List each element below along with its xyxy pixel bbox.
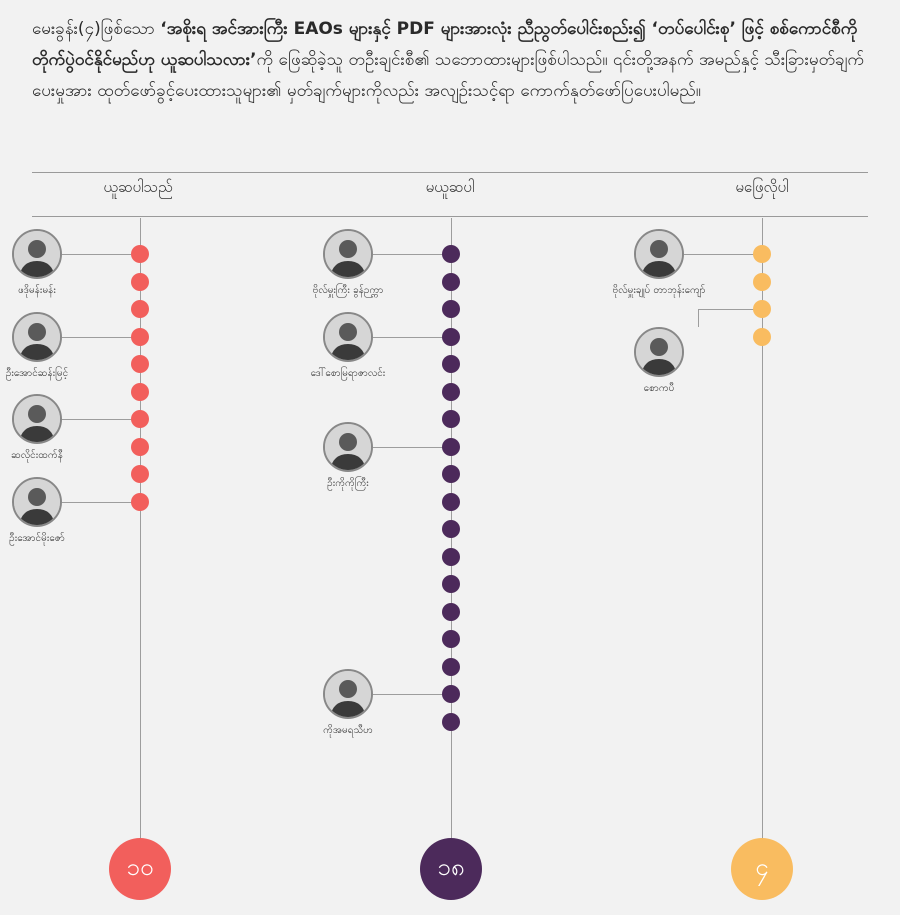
respondent-dot bbox=[442, 575, 460, 593]
connector-line bbox=[62, 336, 140, 338]
total-count-agree: ၁၀ bbox=[109, 838, 171, 900]
person-name: စောကပီ bbox=[643, 382, 675, 394]
person-silhouette-icon bbox=[14, 313, 60, 360]
connector-line bbox=[62, 419, 140, 420]
column-line-agree bbox=[139, 218, 141, 844]
person-photo bbox=[12, 311, 62, 362]
respondent-dot bbox=[442, 602, 460, 621]
connector-line bbox=[62, 501, 140, 503]
column-header-disagree: မယူဆပါ bbox=[425, 178, 475, 196]
person-photo bbox=[323, 421, 373, 472]
respondent-dot bbox=[131, 382, 149, 401]
person-name: ဆလိုင်းထက်နီ bbox=[11, 450, 63, 461]
person-name: ဦးကိုကိုကြီး bbox=[327, 477, 369, 489]
person-silhouette-icon bbox=[636, 231, 682, 277]
person-photo bbox=[12, 394, 62, 444]
respondent-dot bbox=[442, 355, 460, 373]
respondent-dot bbox=[442, 657, 460, 676]
person-photo bbox=[12, 476, 62, 527]
connector-line bbox=[373, 254, 451, 255]
intro-paragraph: မေးခွန်း(၄)ဖြစ်သော ‘အစိုးရ အင်အားကြီး EA… bbox=[32, 14, 872, 107]
person-name: ဗိုလ်မှူးကြီး ခွန်ဉက္ကာ bbox=[312, 285, 384, 296]
respondent-dot bbox=[131, 327, 149, 346]
person-photo bbox=[323, 229, 373, 279]
respondent-dot bbox=[442, 272, 460, 291]
respondent-dot bbox=[131, 245, 149, 263]
respondent-dot bbox=[442, 685, 460, 703]
person-silhouette-icon bbox=[14, 396, 60, 442]
respondent-dot bbox=[753, 300, 771, 318]
respondent-dot bbox=[442, 410, 460, 428]
respondent-dot bbox=[131, 300, 149, 318]
respondent-dot bbox=[131, 437, 149, 456]
person-photo bbox=[323, 669, 373, 719]
respondent-dot bbox=[442, 382, 460, 401]
respondent-dot bbox=[442, 300, 460, 318]
person-photo bbox=[634, 326, 684, 377]
person-silhouette-icon bbox=[325, 423, 371, 470]
connector-line bbox=[373, 694, 451, 695]
respondent-dot bbox=[442, 712, 460, 731]
respondent-dot bbox=[442, 547, 460, 566]
column-header-no-answer: မဖြေလိုပါ bbox=[735, 178, 789, 196]
connector-line bbox=[698, 309, 699, 327]
person-silhouette-icon bbox=[325, 313, 371, 360]
person-silhouette-icon bbox=[14, 231, 60, 277]
person-silhouette-icon bbox=[325, 671, 371, 717]
respondent-dot bbox=[442, 465, 460, 483]
respondent-dot bbox=[131, 465, 149, 483]
column-line-no-answer bbox=[761, 218, 763, 844]
respondent-dot bbox=[131, 410, 149, 428]
person-name: ဦးအောင်မိုးဇော် bbox=[9, 532, 65, 544]
person-silhouette-icon bbox=[325, 231, 371, 277]
respondent-dot bbox=[753, 272, 771, 291]
person-photo bbox=[323, 311, 373, 362]
total-count-disagree: ၁၈ bbox=[420, 838, 482, 900]
person-name: ဒေါ်စောမြရာဇာလင်း bbox=[310, 367, 386, 379]
respondent-dot bbox=[442, 492, 460, 511]
respondent-dot bbox=[753, 327, 771, 346]
connector-line bbox=[62, 254, 140, 255]
person-silhouette-icon bbox=[636, 328, 682, 375]
respondent-dot bbox=[131, 355, 149, 373]
person-name: ဗိုလ်မှူးချုပ် တာဘုန်းကျော် bbox=[612, 285, 706, 296]
total-count-no-answer: ၄ bbox=[731, 838, 793, 900]
person-silhouette-icon bbox=[14, 478, 60, 525]
person-name: ကိုအမရသီဟ bbox=[323, 725, 373, 736]
column-header-agree: ယူဆပါသည် bbox=[103, 178, 173, 196]
respondent-dot bbox=[442, 245, 460, 263]
intro-question: ‘အစိုးရ အင်အားကြီး EAOs များနှင့် PDF မျ… bbox=[32, 19, 858, 70]
intro-text-1: မေးခွန်း(၄)ဖြစ်သော bbox=[32, 19, 161, 39]
respondent-dot bbox=[442, 520, 460, 538]
header-top-rule bbox=[32, 172, 868, 173]
intro-text-2: ကို ဖြေဆိုခဲ့သူ တဦးချင်းစီ၏ သဘောထားများဖ… bbox=[32, 50, 865, 101]
respondent-dot bbox=[131, 492, 149, 511]
respondent-dot bbox=[442, 437, 460, 456]
person-photo bbox=[634, 229, 684, 279]
respondent-dot bbox=[753, 245, 771, 263]
connector-line bbox=[373, 336, 451, 338]
respondent-dot bbox=[131, 272, 149, 291]
connector-line bbox=[684, 254, 762, 255]
person-name: ဖဒိုမန်းမန်း bbox=[18, 285, 56, 296]
person-name: ဦးအောင်ဆန်းမြင့် bbox=[5, 367, 69, 379]
respondent-dot bbox=[442, 630, 460, 648]
header-bottom-rule bbox=[32, 216, 868, 217]
respondent-dot bbox=[442, 327, 460, 346]
person-photo bbox=[12, 229, 62, 279]
connector-line bbox=[373, 446, 451, 448]
connector-line bbox=[698, 309, 762, 310]
